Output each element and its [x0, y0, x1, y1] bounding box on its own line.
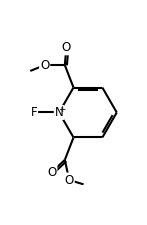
Text: F: F [31, 106, 37, 119]
Text: +: + [59, 105, 66, 114]
Text: O: O [62, 41, 71, 54]
Text: O: O [40, 59, 49, 72]
Text: O: O [65, 173, 74, 187]
Text: N: N [55, 106, 64, 119]
Text: O: O [47, 166, 56, 179]
